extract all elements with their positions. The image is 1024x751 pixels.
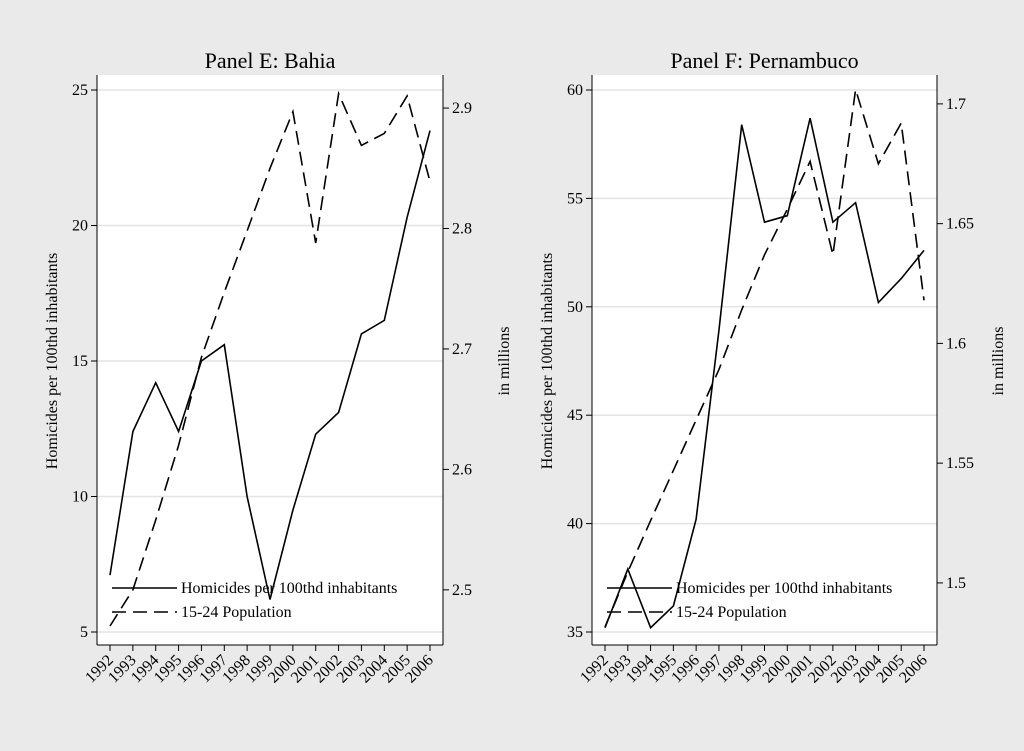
chart-title: Panel F: Pernambuco	[670, 48, 858, 73]
y2-tick-label: 2.5	[452, 582, 472, 599]
y2-axis-title: in millions	[496, 327, 513, 396]
legend-label: Homicides per 100thd inhabitants	[676, 580, 892, 597]
y-tick-label: 10	[72, 489, 88, 506]
y2-axis-title: in millions	[990, 327, 1007, 396]
y-tick-label: 20	[72, 218, 88, 235]
y-tick-label: 55	[567, 190, 583, 207]
y-tick-label: 15	[72, 353, 88, 370]
legend-label: 15-24 Population	[676, 604, 787, 621]
y2-tick-label: 2.8	[452, 221, 472, 238]
y2-tick-label: 1.65	[946, 216, 974, 233]
y-axis-title: Homicides per 100thd inhabitants	[539, 253, 556, 469]
y2-tick-label: 1.7	[946, 96, 966, 113]
y-tick-label: 35	[567, 624, 583, 641]
chart-title: Panel E: Bahia	[205, 48, 336, 73]
data-line	[604, 118, 925, 630]
y2-tick-label: 1.55	[946, 455, 974, 472]
y-tick-label: 25	[72, 82, 88, 99]
y-axis-title: Homicides per 100thd inhabitants	[44, 253, 61, 469]
y-tick-label: 50	[567, 299, 583, 316]
data-line	[109, 130, 431, 600]
y2-tick-label: 1.6	[946, 335, 966, 352]
y2-tick-label: 2.9	[452, 100, 472, 117]
y2-tick-label: 2.6	[452, 461, 472, 478]
y-tick-label: 60	[567, 82, 583, 99]
plot-area	[592, 75, 937, 645]
legend-label: Homicides per 100thd inhabitants	[181, 580, 397, 597]
legend-label: 15-24 Population	[181, 604, 292, 621]
data-line	[604, 89, 925, 628]
y-tick-label: 40	[567, 516, 583, 533]
y2-tick-label: 2.7	[452, 341, 472, 358]
y-tick-label: 45	[567, 407, 583, 424]
plot-area	[97, 75, 443, 645]
y-tick-label: 5	[80, 624, 88, 641]
y2-tick-label: 1.5	[946, 575, 966, 592]
data-line	[109, 90, 431, 627]
